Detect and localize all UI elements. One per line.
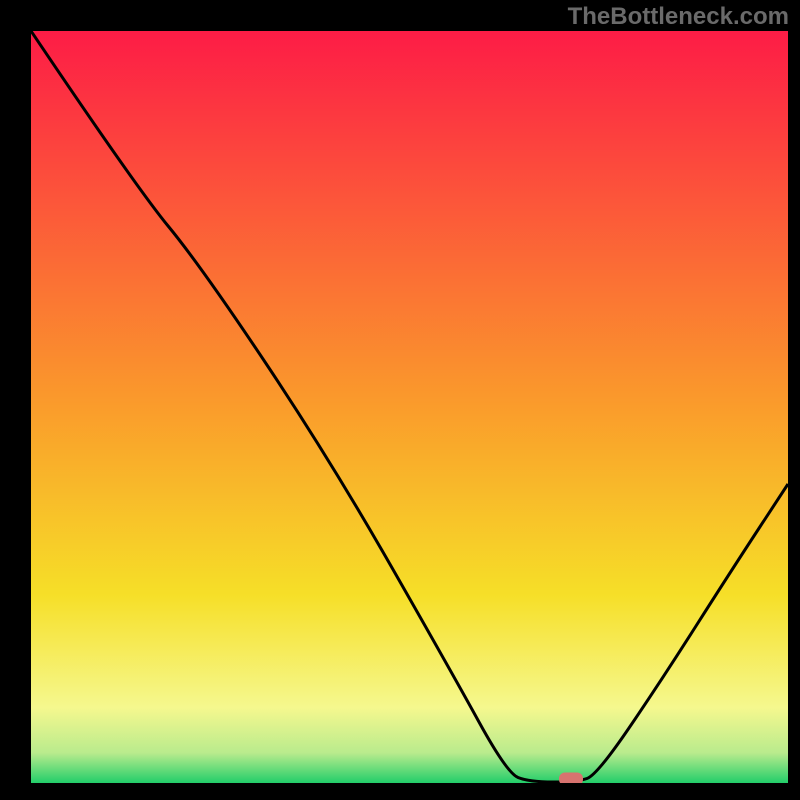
curve-path (31, 31, 788, 782)
source-watermark: TheBottleneck.com (568, 3, 789, 31)
optimum-marker (559, 773, 583, 784)
chart-frame: TheBottleneck.com (0, 0, 800, 800)
chart-gradient-area (31, 31, 788, 783)
bottleneck-curve (31, 31, 788, 783)
